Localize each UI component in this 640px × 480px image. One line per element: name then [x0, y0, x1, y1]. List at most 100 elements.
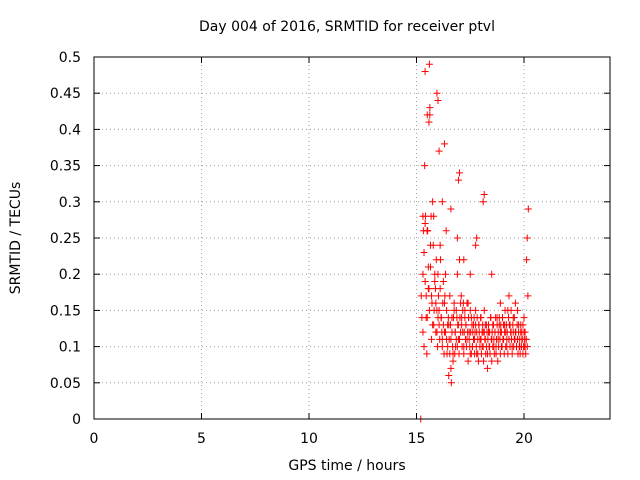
- data-point: [442, 328, 450, 336]
- data-point: [429, 321, 437, 329]
- data-point: [487, 314, 495, 322]
- data-point: [465, 328, 473, 336]
- data-point: [434, 270, 442, 278]
- data-point: [522, 335, 530, 343]
- data-point: [506, 321, 514, 329]
- data-point: [432, 299, 440, 307]
- data-point: [482, 321, 490, 329]
- data-point: [420, 248, 428, 256]
- data-point: [449, 357, 457, 365]
- data-point: [494, 357, 502, 365]
- data-point: [474, 350, 482, 358]
- data-point: [422, 314, 430, 322]
- data-point: [480, 357, 488, 365]
- y-tick-label: 0.5: [59, 50, 81, 66]
- data-point: [425, 306, 433, 314]
- data-point: [425, 60, 433, 68]
- data-point: [443, 306, 451, 314]
- data-point: [456, 169, 463, 177]
- x-tick-label: 10: [300, 431, 318, 447]
- data-point: [488, 357, 496, 365]
- x-tick-label: 5: [197, 431, 206, 447]
- data-point: [523, 256, 531, 264]
- data-point: [435, 147, 443, 155]
- data-point: [450, 299, 458, 307]
- data-point: [419, 212, 427, 220]
- data-point: [505, 292, 513, 300]
- grid-layer: [94, 57, 610, 419]
- data-point: [464, 357, 472, 365]
- y-tick-label: 0.3: [59, 195, 81, 211]
- x-tick-label: 20: [515, 431, 533, 447]
- data-point: [447, 205, 455, 213]
- chart-title: Day 004 of 2016, SRMTID for receiver ptv…: [199, 19, 495, 35]
- data-point: [499, 314, 506, 322]
- data-point: [479, 198, 487, 206]
- data-point: [523, 343, 531, 351]
- data-point: [442, 227, 450, 235]
- data-point: [442, 270, 450, 278]
- data-point: [514, 306, 522, 314]
- data-point: [488, 270, 496, 278]
- data-point: [436, 241, 444, 249]
- data-point: [473, 328, 481, 336]
- data-point: [447, 364, 455, 372]
- data-point: [464, 299, 472, 307]
- data-point: [446, 292, 454, 300]
- y-tick-label: 0.45: [50, 86, 81, 102]
- data-point: [453, 234, 461, 242]
- data-point: [419, 270, 427, 278]
- data-point: [421, 277, 429, 285]
- data-point: [480, 306, 488, 314]
- data-point: [509, 314, 517, 322]
- data-point: [436, 285, 444, 293]
- data-point: [492, 350, 500, 358]
- data-point: [424, 285, 432, 293]
- data-point: [477, 314, 485, 322]
- data-point: [473, 234, 481, 242]
- data-point: [426, 104, 434, 112]
- data-point: [433, 328, 441, 336]
- data-point: [445, 321, 453, 329]
- data-point: [447, 335, 455, 343]
- data-point: [468, 343, 476, 351]
- data-point: [454, 176, 462, 184]
- data-point: [445, 372, 453, 380]
- data-point: [460, 350, 468, 358]
- data-point: [426, 263, 434, 271]
- data-point: [523, 234, 531, 242]
- data-point: [472, 306, 480, 314]
- data-point: [437, 256, 445, 264]
- data-point: [444, 343, 452, 351]
- data-point: [504, 306, 512, 314]
- ticks-layer: [93, 56, 610, 420]
- data-point: [475, 321, 483, 329]
- data-point: [425, 118, 433, 126]
- data-point: [420, 343, 428, 351]
- data-point: [460, 256, 468, 264]
- data-point: [435, 306, 443, 314]
- data-point: [522, 350, 530, 358]
- data-point: [481, 335, 489, 343]
- x-axis-label: GPS time / hours: [288, 458, 405, 474]
- data-point: [457, 299, 465, 307]
- data-point: [448, 314, 456, 322]
- data-point: [452, 306, 460, 314]
- data-point: [489, 321, 497, 329]
- data-point: [438, 198, 446, 206]
- data-point: [466, 270, 474, 278]
- data-point: [496, 299, 504, 307]
- data-point: [461, 306, 469, 314]
- data-point: [439, 277, 447, 285]
- data-point: [488, 335, 496, 343]
- data-point: [460, 343, 468, 351]
- data-point: [430, 212, 438, 220]
- data-point: [454, 321, 462, 329]
- data-point: [453, 270, 461, 278]
- y-tick-label: 0.15: [50, 303, 81, 319]
- data-point: [423, 350, 431, 358]
- data-point: [434, 292, 442, 300]
- plot-frame: [93, 56, 611, 420]
- data-point: [428, 292, 436, 300]
